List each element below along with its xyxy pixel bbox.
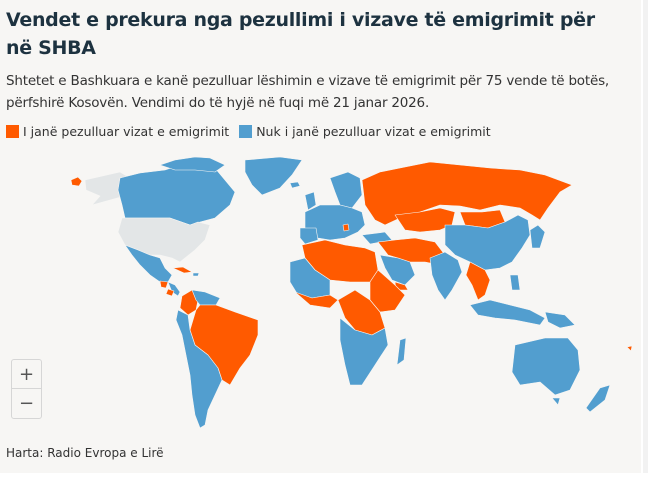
legend-label: Nuk i janë pezulluar vizat e emigrimit <box>256 124 491 139</box>
source-credit: Harta: Radio Evropa e Lirë <box>6 446 164 460</box>
country-mexico <box>124 244 173 283</box>
country-southern-africa <box>339 317 389 386</box>
country-usa-alaska <box>84 171 131 206</box>
subtitle: Shtetet e Bashkuara e kanë pezulluar lës… <box>6 73 609 111</box>
legend-item-not-suspended: Nuk i janë pezulluar vizat e emigrimit <box>239 124 491 139</box>
country-australia <box>511 337 581 396</box>
blue-swatch-icon <box>239 125 253 138</box>
country-tasmania <box>551 397 561 406</box>
country-canada-islands <box>159 156 226 173</box>
country-india <box>429 251 463 301</box>
country-korea-japan <box>529 224 546 249</box>
country-balkans-orange <box>342 223 350 232</box>
country-cuba <box>172 266 193 274</box>
country-canada <box>117 162 236 226</box>
country-venezuela-area <box>165 288 175 297</box>
country-iceland <box>289 181 301 189</box>
zoom-out-button[interactable]: − <box>18 393 35 414</box>
zoom-in-button[interactable]: + <box>12 360 41 389</box>
country-se-asia-orange <box>465 261 491 301</box>
country-scandinavia <box>329 171 363 209</box>
country-philippines <box>509 274 521 291</box>
country-hispaniola <box>192 272 200 277</box>
country-fiji <box>626 345 633 352</box>
country-papua <box>544 311 576 329</box>
country-greenland <box>244 156 303 196</box>
country-new-zealand <box>585 384 611 413</box>
page-title: Vendet e prekura nga pezullimi i vizave … <box>6 9 595 59</box>
legend-label: I janë pezulluar vizat e emigrimit <box>23 124 230 139</box>
zoom-control: + − <box>11 359 42 419</box>
map-card: Vendet e prekura nga pezullimi i vizave … <box>0 0 641 473</box>
country-usa <box>117 217 211 263</box>
world-map[interactable] <box>0 145 641 435</box>
country-china <box>444 214 531 271</box>
legend: I janë pezulluar vizat e emigrimit Nuk i… <box>6 124 501 139</box>
country-arabia <box>379 254 416 286</box>
scrollbar[interactable] <box>643 0 648 473</box>
country-uk <box>304 191 317 211</box>
country-peru-chile-argentina <box>175 309 223 429</box>
country-nicaragua-etc <box>159 280 169 289</box>
orange-swatch-icon <box>6 125 19 138</box>
legend-item-suspended: I janë pezulluar vizat e emigrimit <box>6 124 229 139</box>
country-madagascar <box>396 337 407 366</box>
country-russia-east <box>70 176 83 187</box>
country-iberia <box>299 227 319 245</box>
country-indonesia <box>469 299 546 326</box>
